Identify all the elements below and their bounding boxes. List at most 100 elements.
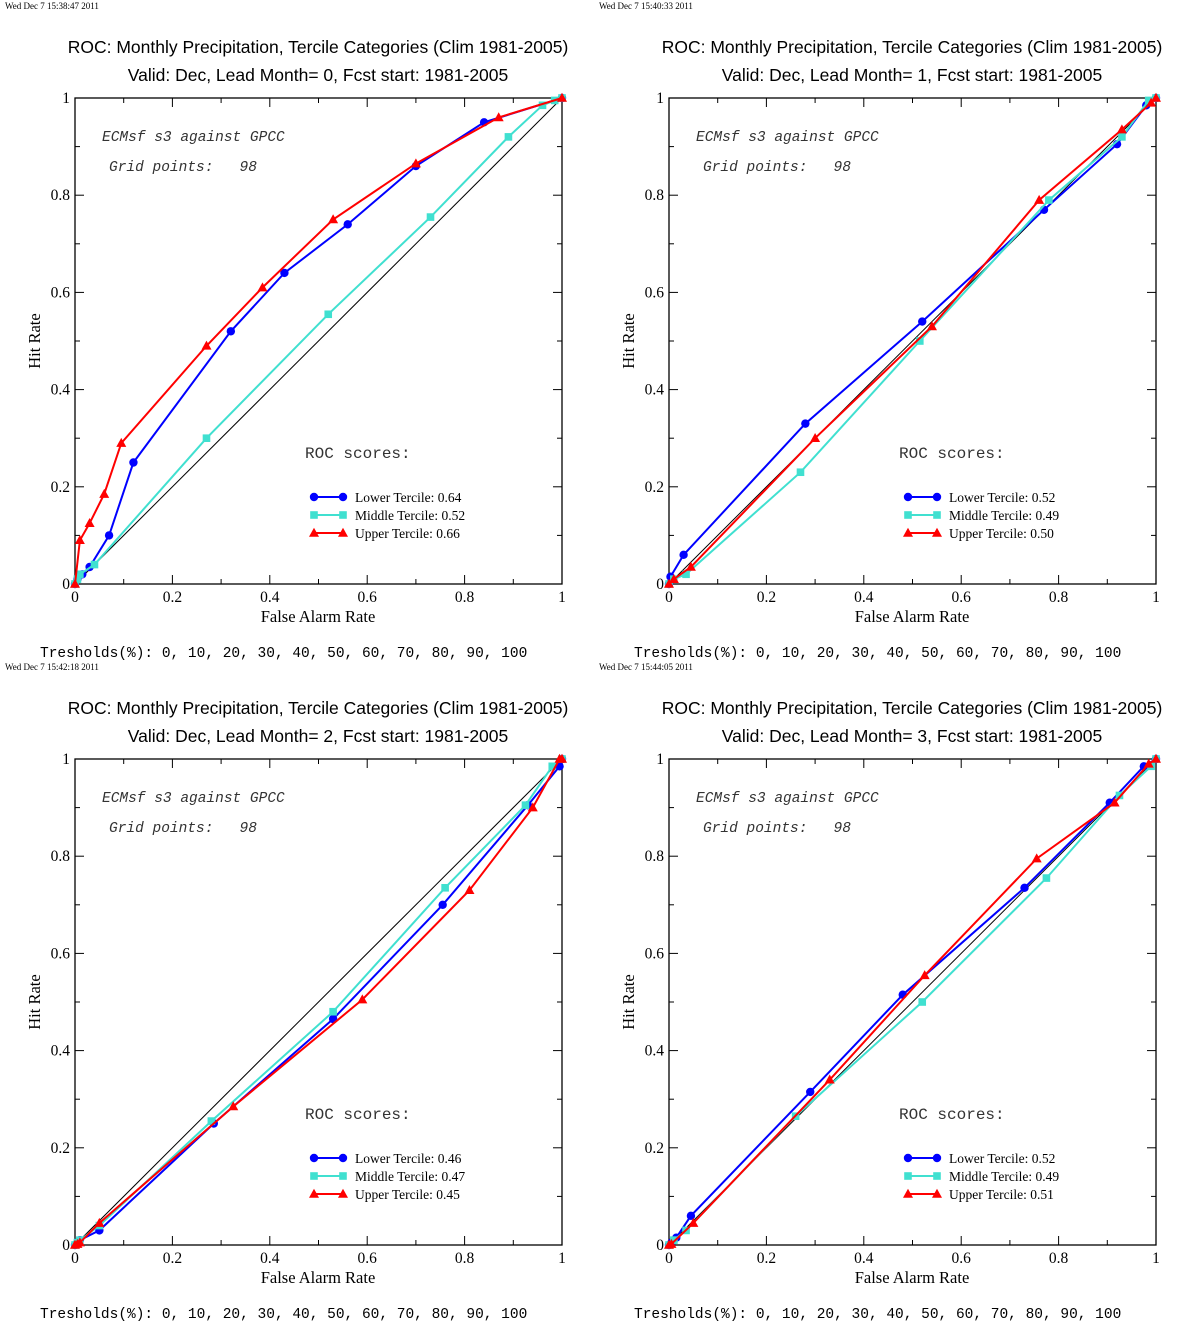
y-tick-label: 0.8 [51, 187, 71, 204]
data-point-middle [324, 310, 333, 319]
data-point-upper [557, 92, 567, 102]
series-upper [70, 92, 567, 588]
data-point-upper [1151, 753, 1161, 763]
data-point-middle [1144, 96, 1153, 105]
timestamp: Wed Dec 7 15:38:47 2011 [5, 1, 99, 11]
x-tick-label: 0.2 [163, 589, 182, 606]
chart-subtitle: Valid: Dec, Lead Month= 0, Fcst start: 1… [128, 65, 509, 85]
roc-scores-header: ROC scores: [305, 445, 411, 463]
annotation-gridpoints: Grid points: 98 [703, 160, 851, 176]
data-point-upper [357, 994, 368, 1004]
data-point-lower [280, 268, 289, 278]
data-point-upper [1031, 853, 1042, 863]
data-point-lower [679, 550, 688, 560]
legend-marker-upper [903, 1188, 913, 1198]
data-point-middle [670, 1236, 678, 1244]
legend-marker-middle [904, 1172, 912, 1180]
data-point-middle [796, 468, 805, 477]
x-tick-label: 0.6 [952, 1250, 972, 1267]
legend-label-middle: Middle Tercile: 0.52 [355, 508, 465, 523]
legend-marker-middle [310, 511, 318, 519]
legend-marker-lower [338, 492, 348, 502]
data-point-upper [116, 437, 127, 447]
legend-marker-lower [903, 1153, 913, 1163]
y-tick-label: 0 [62, 576, 70, 593]
data-point-middle [521, 801, 530, 809]
x-axis-label: False Alarm Rate [855, 607, 970, 626]
x-axis-label: False Alarm Rate [261, 1268, 376, 1287]
data-point-upper [70, 578, 80, 588]
data-point-lower [438, 900, 447, 909]
data-point-upper [664, 578, 674, 588]
data-point-upper [74, 1237, 85, 1247]
x-tick-label: 0.8 [455, 589, 475, 606]
data-point-upper [94, 1217, 105, 1227]
y-tick-label: 0.4 [645, 1043, 665, 1060]
legend: Lower Tercile: 0.46 Middle Tercile: 0.47 U… [309, 1151, 465, 1202]
legend-marker-upper [309, 527, 319, 537]
y-tick-label: 0.4 [51, 382, 71, 399]
data-point-middle [1115, 791, 1124, 800]
legend-label-upper: Upper Tercile: 0.50 [949, 526, 1054, 541]
x-tick-label: 0.8 [1049, 589, 1069, 606]
data-point-lower [806, 1087, 815, 1097]
data-point-upper [824, 1074, 835, 1084]
legend-marker-lower [932, 1153, 942, 1163]
y-tick-label: 0.8 [645, 848, 665, 865]
x-tick-label: 0.4 [260, 1250, 280, 1267]
annotation-source: ECMsf s3 against GPCC [696, 130, 879, 146]
y-tick-label: 1 [62, 90, 70, 107]
data-point-lower [343, 220, 352, 229]
legend-label-upper: Upper Tercile: 0.45 [355, 1187, 460, 1202]
roc-panel-2: Wed Dec 7 15:42:18 2011 ROC: Monthly Prec… [5, 662, 568, 1322]
data-point-upper [99, 488, 110, 498]
data-point-middle [538, 101, 547, 110]
data-point-upper [919, 970, 930, 980]
legend-label-lower: Lower Tercile: 0.64 [355, 490, 462, 505]
data-point-lower [129, 458, 138, 467]
data-point-upper [1151, 92, 1161, 102]
data-point-upper [1146, 97, 1157, 107]
data-point-middle [1045, 196, 1053, 204]
data-point-upper [410, 158, 421, 168]
y-tick-label: 1 [656, 90, 664, 107]
data-point-upper [688, 1217, 699, 1227]
legend-label-lower: Lower Tercile: 0.52 [949, 490, 1055, 505]
data-point-middle [682, 570, 690, 579]
legend-marker-lower [903, 492, 913, 502]
x-tick-label: 0 [71, 1250, 79, 1267]
diagonal-reference-line [74, 758, 563, 1246]
legend-label-middle: Middle Tercile: 0.47 [355, 1169, 465, 1184]
data-point-upper [201, 340, 212, 350]
data-point-upper [257, 282, 268, 292]
x-tick-label: 0 [71, 589, 79, 606]
legend-marker-upper [932, 1188, 942, 1198]
y-tick-label: 0 [656, 1237, 664, 1254]
data-point-upper [84, 518, 95, 528]
legend-marker-middle [933, 511, 941, 519]
data-point-upper [685, 561, 696, 571]
x-tick-label: 0.2 [757, 589, 776, 606]
legend-label-middle: Middle Tercile: 0.49 [949, 1169, 1059, 1184]
y-tick-label: 0.8 [645, 187, 665, 204]
x-tick-label: 0.2 [757, 1250, 776, 1267]
x-tick-label: 0.8 [1049, 1250, 1069, 1267]
data-point-upper [1116, 124, 1127, 134]
y-tick-label: 0.2 [51, 1140, 70, 1157]
series-upper [70, 753, 567, 1249]
data-point-lower [686, 1211, 696, 1221]
roc-panel-3: Wed Dec 7 15:44:05 2011 ROC: Monthly Prec… [599, 662, 1162, 1322]
data-point-middle [76, 570, 84, 579]
diagonal-reference-line [668, 97, 1157, 585]
legend-marker-lower [309, 1153, 319, 1163]
chart-title: ROC: Monthly Precipitation, Tercile Cate… [68, 698, 569, 718]
data-point-middle [504, 133, 513, 141]
data-point-middle [1042, 874, 1051, 882]
data-point-upper [666, 1238, 677, 1248]
annotation-gridpoints: Grid points: 98 [109, 821, 257, 837]
diagonal-reference-line [74, 97, 563, 585]
legend-marker-upper [932, 527, 942, 537]
legend-label-upper: Upper Tercile: 0.66 [355, 526, 460, 541]
y-tick-label: 0.6 [645, 945, 665, 962]
data-point-middle [918, 998, 927, 1006]
